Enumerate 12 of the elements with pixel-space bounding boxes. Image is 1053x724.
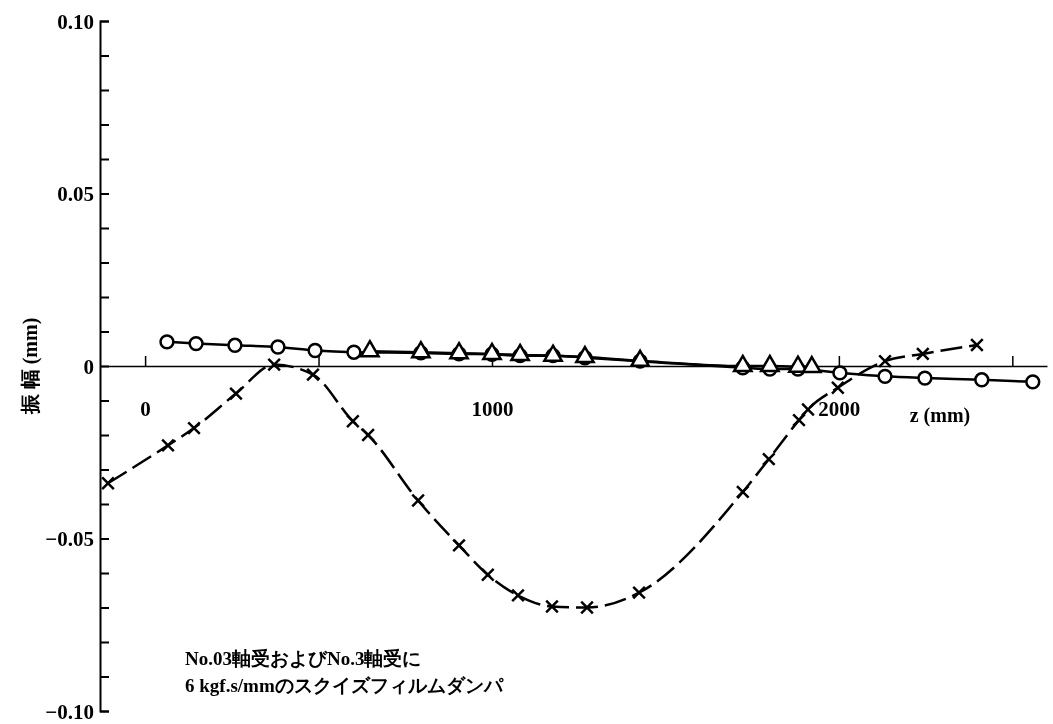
y-tick-label: 0.05	[57, 182, 94, 207]
y-tick-label: −0.05	[45, 527, 94, 552]
y-axis-title: 振 幅 (mm)	[19, 317, 42, 416]
x-axis-title: z (mm)	[909, 404, 971, 427]
x-tick-label: 1000	[471, 397, 514, 421]
y-tick-label: −0.10	[45, 699, 94, 724]
x-tick-label: 2000	[818, 397, 861, 421]
annotation: No.03軸受およびNo.3軸受に	[185, 648, 422, 669]
annotation: 6 kgf.s/mmのスクイズフィルムダンパ	[185, 675, 504, 696]
y-tick-label: 0	[83, 354, 94, 379]
y-tick-label: 0.10	[57, 9, 94, 34]
x-tick-label: 0	[140, 397, 151, 421]
